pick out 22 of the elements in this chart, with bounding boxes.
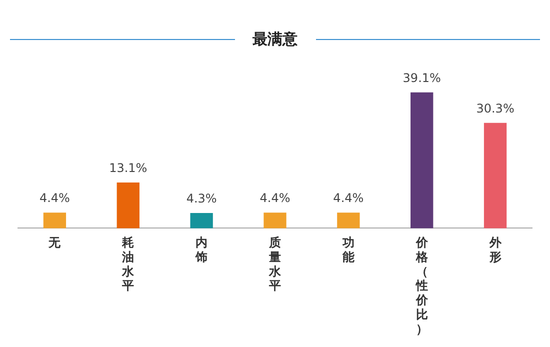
x-tick-label: 耗油水平 [121, 236, 136, 293]
data-label: 4.4% [39, 191, 70, 206]
chart-title: 最满意 [252, 30, 298, 49]
bar [43, 212, 66, 228]
data-label: 4.4% [333, 191, 364, 206]
bar [484, 122, 507, 228]
x-tick-label: 价格（性价比） [414, 236, 429, 336]
bar [264, 212, 286, 228]
bar [190, 212, 213, 228]
bar [410, 92, 434, 228]
bar [337, 212, 360, 228]
x-tick-label: 外形 [488, 236, 502, 264]
bar [116, 182, 140, 228]
data-label: 39.1% [402, 70, 441, 85]
data-label: 13.1% [109, 160, 148, 175]
data-label: 30.3% [476, 101, 514, 116]
data-label: 4.4% [260, 191, 290, 206]
x-tick-label: 功能 [341, 236, 356, 264]
x-tick-label: 质量水平 [268, 236, 282, 293]
data-label: 4.3% [186, 191, 217, 206]
x-tick-label: 无 [48, 236, 62, 250]
x-tick-label: 内饰 [194, 236, 208, 264]
